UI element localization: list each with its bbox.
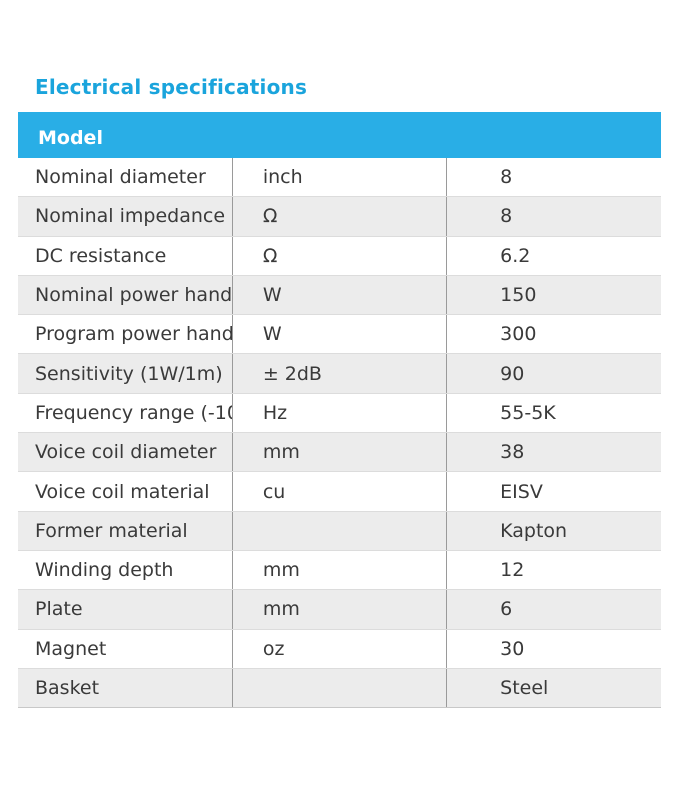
row-unit: Ω — [231, 236, 447, 276]
table-row: Voice coil diameter mm 38 — [18, 432, 661, 473]
row-parameter: Former material — [18, 511, 233, 551]
row-value: 300 — [446, 314, 661, 355]
row-unit — [231, 511, 447, 551]
row-parameter: Nominal power handling (AES) — [18, 275, 233, 316]
row-unit: Hz — [231, 393, 447, 434]
row-parameter: Frequency range (-10dB max) — [18, 393, 233, 434]
table-body: Nominal diameter inch 8 Nominal impedanc… — [18, 158, 661, 709]
table-row: DC resistance Ω 6.2 — [18, 236, 661, 276]
row-value: 30 — [446, 629, 661, 669]
row-value: 38 — [446, 432, 661, 473]
table-row: Former material Kapton — [18, 511, 661, 551]
table-row: Magnet oz 30 — [18, 629, 661, 669]
row-value: 150 — [446, 275, 661, 316]
row-unit: Ω — [231, 196, 447, 237]
row-unit: W — [231, 275, 447, 316]
row-parameter: Voice coil material — [18, 471, 233, 512]
row-value: 90 — [446, 353, 661, 394]
row-value: EISV — [446, 471, 661, 512]
row-unit: ± 2dB — [231, 353, 447, 394]
table-row: Nominal diameter inch 8 — [18, 158, 661, 198]
row-parameter: Basket — [18, 668, 233, 709]
row-parameter: Voice coil diameter — [18, 432, 233, 473]
row-value: 8 — [446, 158, 661, 198]
row-value: Kapton — [446, 511, 661, 551]
table-row: Nominal impedance Ω 8 — [18, 196, 661, 237]
row-value: 6.2 — [446, 236, 661, 276]
row-parameter: Sensitivity (1W/1m) — [18, 353, 233, 394]
table-header-row: Model — [18, 112, 661, 158]
row-parameter: DC resistance — [18, 236, 233, 276]
section-title: Electrical specifications — [35, 75, 308, 99]
table-row: Nominal power handling (AES) W 150 — [18, 275, 661, 316]
row-unit: mm — [231, 550, 447, 591]
spec-table: Model Nominal diameter inch 8 Nominal im… — [18, 112, 661, 709]
row-unit: inch — [231, 158, 447, 198]
table-row: Sensitivity (1W/1m) ± 2dB 90 — [18, 353, 661, 394]
row-unit: cu — [231, 471, 447, 512]
row-parameter: Nominal diameter — [18, 158, 233, 198]
table-row: Basket Steel — [18, 668, 661, 709]
row-parameter: Magnet — [18, 629, 233, 669]
row-unit — [231, 668, 447, 709]
table-row: Program power handling W 300 — [18, 314, 661, 355]
row-unit: W — [231, 314, 447, 355]
table-row: Frequency range (-10dB max) Hz 55-5K — [18, 393, 661, 434]
row-unit: mm — [231, 432, 447, 473]
row-parameter: Winding depth — [18, 550, 233, 591]
row-parameter: Program power handling — [18, 314, 233, 355]
row-parameter: Plate — [18, 589, 233, 630]
row-unit: mm — [231, 589, 447, 630]
row-value: 8 — [446, 196, 661, 237]
table-row: Plate mm 6 — [18, 589, 661, 630]
table-header-model: Model — [18, 112, 661, 158]
table-row: Winding depth mm 12 — [18, 550, 661, 591]
row-value: Steel — [446, 668, 661, 709]
row-parameter: Nominal impedance — [18, 196, 233, 237]
row-value: 6 — [446, 589, 661, 630]
row-unit: oz — [231, 629, 447, 669]
row-value: 55-5K — [446, 393, 661, 434]
row-value: 12 — [446, 550, 661, 591]
table-row: Voice coil material cu EISV — [18, 471, 661, 512]
